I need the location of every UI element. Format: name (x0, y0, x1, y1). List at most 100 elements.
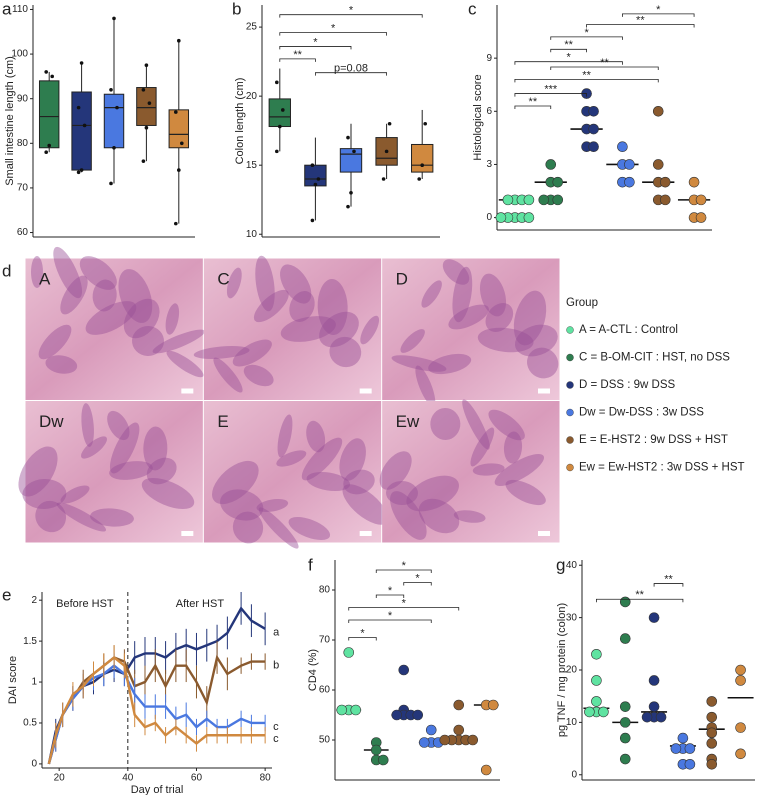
tissue-crypt (462, 399, 490, 450)
tissue-crypt (18, 446, 58, 497)
significance-bracket (586, 24, 695, 28)
tissue-crypt (514, 324, 558, 357)
tissue-crypt (406, 475, 459, 512)
point (552, 194, 564, 206)
box (71, 91, 92, 171)
point (487, 699, 499, 711)
point (641, 711, 653, 723)
series-label: b (273, 659, 279, 671)
tissue-crypt (288, 516, 331, 541)
tissue-crypt (343, 469, 375, 495)
point (141, 87, 146, 92)
series-line (47, 664, 266, 765)
tissue-crypt (81, 403, 94, 447)
point (418, 737, 430, 748)
significance-bracket (596, 598, 684, 603)
significance-label: ** (564, 39, 573, 51)
legend-swatch (566, 463, 574, 472)
y-tick-label: 1 (31, 677, 37, 688)
point (79, 61, 84, 65)
tissue-crypt (22, 478, 67, 510)
significance-label: ** (600, 57, 609, 69)
y-tick-label: 60 (319, 685, 331, 696)
tissue-crypt (453, 510, 486, 523)
y-tick-label: 0 (31, 759, 37, 770)
y-tick-label: 2 (31, 595, 37, 606)
tissue-crypt (448, 304, 489, 330)
tissue-crypt (60, 485, 90, 504)
panel-letter: a (2, 0, 12, 18)
point (588, 105, 599, 117)
significance-bracket (279, 32, 387, 36)
tissue-crypt (109, 422, 140, 474)
point (412, 709, 424, 721)
x-tick-label: 20 (54, 773, 66, 784)
tissue-crypt (165, 303, 180, 335)
scale-bar (359, 531, 372, 536)
point (50, 74, 54, 79)
point (523, 194, 535, 206)
significance-label: * (402, 597, 407, 609)
y-axis-label: pg TNF / mg protein (colon) (556, 603, 568, 737)
point (425, 724, 437, 736)
point (147, 101, 152, 105)
panel-letter: g (556, 555, 565, 574)
y-tick-label: 10 (246, 229, 258, 240)
panel-letter: b (232, 0, 241, 18)
point (624, 159, 635, 170)
box (136, 87, 157, 126)
histology-image (203, 401, 382, 543)
tissue-crypt (280, 264, 312, 304)
tissue-crypt (505, 479, 546, 506)
tissue-crypt (452, 266, 473, 323)
point (336, 704, 348, 716)
y-tick-label: 10 (566, 717, 578, 728)
tissue-crypt (56, 502, 106, 532)
point (112, 145, 116, 150)
tissue-crypt (306, 420, 326, 453)
significance-label: * (388, 585, 393, 597)
tissue-crypt (306, 471, 351, 492)
tissue-crypt (146, 457, 177, 485)
significance-label: * (360, 627, 365, 639)
x-axis-label: Day of trial (131, 784, 184, 795)
histology-image (25, 258, 203, 400)
tissue-crypt (258, 507, 299, 549)
tissue-crypt (479, 273, 507, 317)
point (316, 177, 321, 181)
significance-bracket (375, 594, 405, 598)
histology-image (382, 401, 560, 543)
tissue-crypt (123, 298, 160, 339)
point (420, 163, 425, 167)
tissue-crypt (256, 498, 289, 513)
y-tick-label: 90 (17, 93, 29, 104)
y-tick-label: 20 (566, 665, 578, 676)
legend-swatch (566, 326, 574, 334)
point (670, 743, 682, 754)
significance-label: * (584, 27, 589, 39)
tissue-crypt (232, 511, 264, 544)
significance-label: * (388, 610, 393, 622)
tissue-crypt (485, 303, 514, 332)
x-tick-label: 40 (122, 773, 134, 784)
y-tick-label: 30 (566, 612, 578, 623)
point (655, 711, 667, 723)
y-tick-label: 110 (12, 4, 28, 15)
tissue-crypt (232, 339, 272, 367)
point (346, 204, 350, 209)
point (275, 149, 279, 154)
panel-letter: e (2, 585, 11, 604)
point (174, 221, 178, 226)
significance-label: p=0.08 (334, 63, 368, 75)
point (495, 212, 507, 223)
tissue-crypt (477, 327, 534, 353)
point (684, 743, 696, 754)
point (706, 758, 718, 770)
image-label: Dw (39, 412, 64, 431)
point (76, 105, 81, 110)
box (268, 98, 291, 128)
tissue-crypt (470, 427, 495, 467)
point (144, 63, 149, 68)
annotation: Before HST (56, 598, 114, 610)
box (103, 93, 125, 149)
